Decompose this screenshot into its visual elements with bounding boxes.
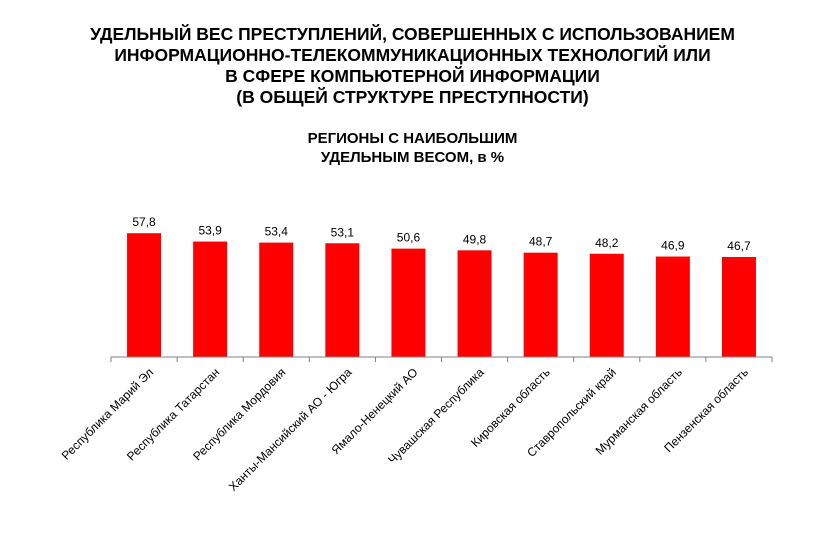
bar [589,253,624,357]
bars-group [127,233,756,357]
bar [523,252,558,357]
chart-title-line-3: В СФЕРЕ КОМПЬЮТЕРНОЙ ИНФОРМАЦИИ [225,66,600,86]
value-label: 50,6 [397,231,421,245]
bar [391,248,426,357]
value-label: 46,7 [727,239,751,253]
bar [193,241,228,357]
value-label: 53,4 [265,225,289,239]
category-label: Ханты-Мансийский АО - Югра [226,365,355,494]
value-label: 53,9 [198,224,222,238]
value-label: 48,2 [595,236,619,250]
bar [457,250,492,357]
chart-subtitle-line-1: РЕГИОНЫ С НАИБОЛЬШИМ [307,130,518,147]
bar [127,233,162,357]
chart-title-line-2: ИНФОРМАЦИОННО-ТЕЛЕКОММУНИКАЦИОННЫХ ТЕХНО… [114,45,711,65]
bar [325,243,360,357]
value-labels: 57,8 53,9 53,4 53,1 50,6 49,8 48,7 48,2 46,9 46,7 [132,215,751,253]
x-axis-ticks [110,357,773,362]
value-label: 57,8 [132,215,156,229]
chart-title: УДЕЛЬНЫЙ ВЕС ПРЕСТУПЛЕНИЙ, СОВЕРШЕННЫХ С… [0,24,825,108]
value-label: 53,1 [331,225,355,239]
chart-title-line-1: УДЕЛЬНЫЙ ВЕС ПРЕСТУПЛЕНИЙ, СОВЕРШЕННЫХ С… [90,24,735,44]
chart-subtitle-line-2: УДЕЛЬНЫМ ВЕСОМ, в % [320,149,505,166]
bar [655,256,690,357]
value-label: 48,7 [529,235,553,249]
value-label: 46,9 [661,239,685,253]
chart-subtitle: РЕГИОНЫ С НАИБОЛЬШИМ УДЕЛЬНЫМ ВЕСОМ, в % [0,129,825,167]
value-label: 49,8 [463,232,487,246]
chart-title-line-4: (В ОБЩЕЙ СТРУКТУРЕ ПРЕСТУПНОСТИ) [236,87,589,107]
bar [721,256,756,357]
bar [259,242,294,357]
